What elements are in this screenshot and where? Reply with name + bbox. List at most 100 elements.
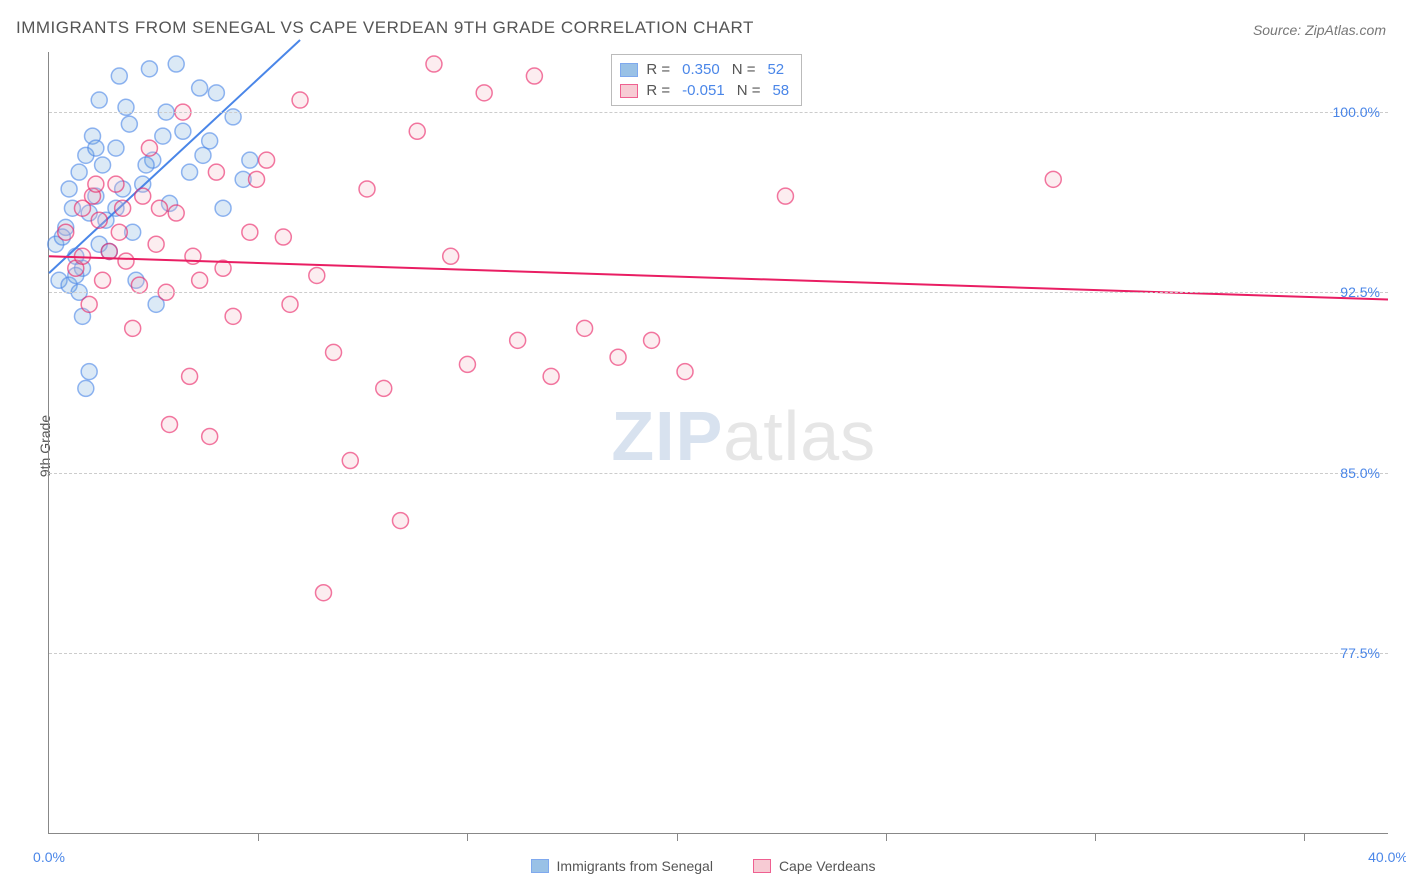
data-point (526, 68, 542, 84)
data-point (118, 253, 134, 269)
data-point (476, 85, 492, 101)
legend-swatch-series2 (753, 859, 771, 873)
data-point (208, 85, 224, 101)
data-point (155, 128, 171, 144)
data-point (777, 188, 793, 204)
data-point (315, 585, 331, 601)
data-point (125, 320, 141, 336)
data-point (141, 140, 157, 156)
data-point (259, 152, 275, 168)
legend-label-series2: Cape Verdeans (779, 858, 876, 874)
data-point (249, 171, 265, 187)
data-point (426, 56, 442, 72)
data-point (242, 224, 258, 240)
stats-box: R = 0.350 N = 52 R = -0.051 N = 58 (611, 54, 802, 106)
data-point (121, 116, 137, 132)
bottom-legend: Immigrants from Senegal Cape Verdeans (0, 858, 1406, 874)
data-point (88, 140, 104, 156)
data-point (61, 181, 77, 197)
stat-value-r2: -0.051 (678, 82, 729, 99)
data-point (326, 344, 342, 360)
data-point (192, 80, 208, 96)
data-point (677, 364, 693, 380)
data-point (91, 92, 107, 108)
data-point (459, 356, 475, 372)
data-point (376, 380, 392, 396)
chart-title: IMMIGRANTS FROM SENEGAL VS CAPE VERDEAN … (16, 18, 754, 38)
data-point (71, 164, 87, 180)
data-point (443, 248, 459, 264)
stat-label-n: N = (732, 61, 756, 78)
stat-value-r1: 0.350 (678, 61, 724, 78)
data-point (192, 272, 208, 288)
legend-swatch-series1 (531, 859, 549, 873)
data-point (162, 416, 178, 432)
data-point (95, 272, 111, 288)
plot-area: ZIPatlas R = 0.350 N = 52 R = -0.051 N =… (48, 52, 1388, 834)
data-point (108, 140, 124, 156)
stats-row-series1: R = 0.350 N = 52 (620, 59, 793, 80)
data-point (108, 176, 124, 192)
gridline (49, 653, 1388, 654)
data-point (610, 349, 626, 365)
data-point (111, 224, 127, 240)
data-point (115, 200, 131, 216)
data-point (275, 229, 291, 245)
data-point (182, 164, 198, 180)
data-point (242, 152, 258, 168)
data-point (88, 176, 104, 192)
xtick (677, 833, 678, 841)
data-point (359, 181, 375, 197)
stats-row-series2: R = -0.051 N = 58 (620, 80, 793, 101)
stat-value-n1: 52 (763, 61, 788, 78)
stat-label-n: N = (737, 82, 761, 99)
stat-value-n2: 58 (768, 82, 793, 99)
data-point (202, 428, 218, 444)
data-point (168, 56, 184, 72)
data-point (148, 236, 164, 252)
xtick (1304, 833, 1305, 841)
data-point (81, 364, 97, 380)
data-point (195, 147, 211, 163)
data-point (151, 200, 167, 216)
gridline (49, 292, 1388, 293)
data-point (58, 224, 74, 240)
swatch-series2 (620, 84, 638, 98)
ytick-label: 85.0% (1328, 465, 1380, 481)
data-point (225, 308, 241, 324)
ytick-label: 77.5% (1328, 645, 1380, 661)
data-point (131, 277, 147, 293)
legend-item-series1: Immigrants from Senegal (531, 858, 713, 874)
data-point (175, 123, 191, 139)
data-point (510, 332, 526, 348)
xtick (258, 833, 259, 841)
data-point (1045, 171, 1061, 187)
data-point (543, 368, 559, 384)
data-point (309, 267, 325, 283)
data-point (215, 200, 231, 216)
xtick (467, 833, 468, 841)
xtick (1095, 833, 1096, 841)
data-point (111, 68, 127, 84)
legend-label-series1: Immigrants from Senegal (557, 858, 713, 874)
data-point (138, 157, 154, 173)
data-point (168, 205, 184, 221)
gridline (49, 473, 1388, 474)
data-point (95, 157, 111, 173)
data-point (141, 61, 157, 77)
ytick-label: 100.0% (1321, 104, 1380, 120)
legend-item-series2: Cape Verdeans (753, 858, 876, 874)
data-point (91, 212, 107, 228)
xtick (886, 833, 887, 841)
swatch-series1 (620, 63, 638, 77)
stat-label-r: R = (646, 61, 670, 78)
stat-label-r: R = (646, 82, 670, 99)
data-point (644, 332, 660, 348)
data-point (202, 133, 218, 149)
data-point (282, 296, 298, 312)
data-point (135, 188, 151, 204)
data-point (409, 123, 425, 139)
data-point (292, 92, 308, 108)
data-point (208, 164, 224, 180)
data-point (577, 320, 593, 336)
